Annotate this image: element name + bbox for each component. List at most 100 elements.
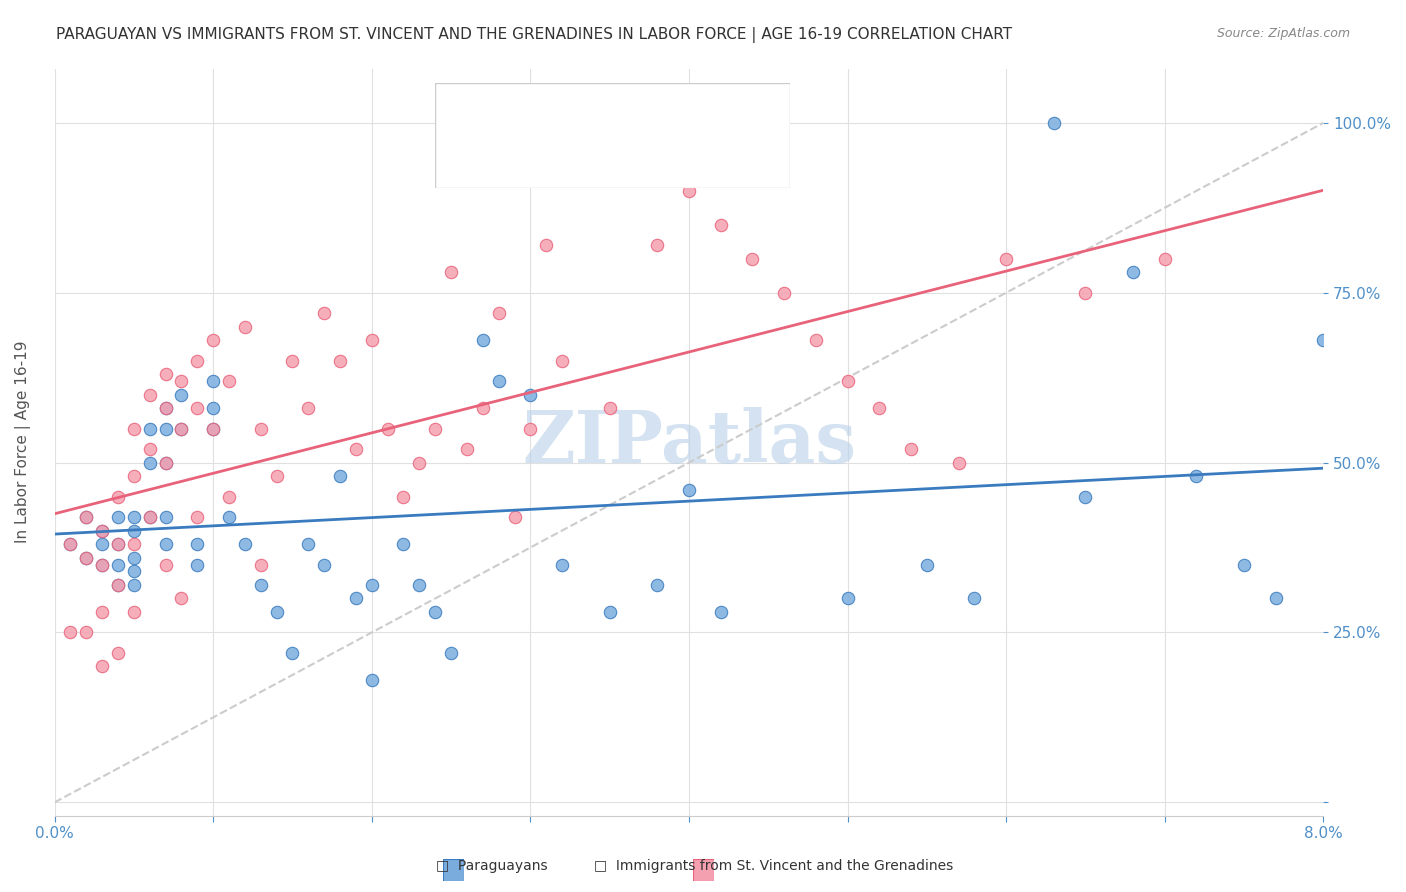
Point (1042, 116, 1064, 130)
Text: □  Paraguayans: □ Paraguayans (436, 859, 548, 872)
Point (122, 564, 145, 578)
Y-axis label: In Labor Force | Age 16-19: In Labor Force | Age 16-19 (15, 341, 31, 543)
Point (360, 673, 382, 687)
Point (710, 218, 733, 232)
Point (186, 510, 208, 524)
Point (1233, 558, 1256, 572)
Point (837, 591, 859, 606)
Point (155, 510, 177, 524)
Point (314, 306, 336, 320)
Point (1074, 285, 1097, 300)
Point (249, 578, 271, 592)
Point (122, 578, 145, 592)
Point (599, 401, 621, 416)
Point (122, 510, 145, 524)
Point (645, 238, 668, 252)
Point (139, 442, 162, 456)
Point (249, 558, 271, 572)
Point (1264, 591, 1286, 606)
Point (107, 578, 129, 592)
Point (233, 537, 256, 551)
Point (503, 510, 526, 524)
Point (170, 387, 193, 401)
Point (139, 387, 162, 401)
Point (91, 659, 114, 673)
Point (408, 456, 430, 470)
Point (218, 374, 240, 388)
Point (456, 442, 478, 456)
Point (360, 578, 382, 592)
Point (440, 646, 463, 660)
Point (868, 401, 890, 416)
Point (122, 469, 145, 483)
Point (107, 537, 129, 551)
Point (551, 353, 574, 368)
Point (534, 238, 557, 252)
Text: Source: ZipAtlas.com: Source: ZipAtlas.com (1216, 27, 1350, 40)
Point (218, 490, 240, 504)
Point (1122, 265, 1144, 279)
Point (170, 422, 193, 436)
Point (741, 252, 763, 266)
Point (155, 537, 177, 551)
Point (1312, 333, 1334, 347)
Point (170, 374, 193, 388)
Point (281, 646, 304, 660)
Point (122, 537, 145, 551)
Point (139, 510, 162, 524)
Point (599, 605, 621, 619)
Point (645, 578, 668, 592)
Point (139, 510, 162, 524)
Point (155, 456, 177, 470)
Point (155, 401, 177, 416)
Point (91, 558, 114, 572)
Point (75, 510, 97, 524)
Point (202, 401, 225, 416)
Point (155, 368, 177, 382)
Point (678, 483, 700, 497)
Point (551, 558, 574, 572)
Point (59, 537, 82, 551)
Point (377, 422, 399, 436)
Point (186, 558, 208, 572)
Point (344, 442, 367, 456)
Point (75, 550, 97, 565)
Point (107, 578, 129, 592)
Point (471, 401, 494, 416)
Point (488, 306, 510, 320)
Point (297, 401, 319, 416)
Point (107, 558, 129, 572)
Point (314, 558, 336, 572)
Point (139, 456, 162, 470)
Point (233, 319, 256, 334)
Point (155, 456, 177, 470)
Point (900, 442, 922, 456)
Point (107, 490, 129, 504)
Point (170, 422, 193, 436)
Point (266, 469, 288, 483)
Point (425, 605, 447, 619)
Point (155, 422, 177, 436)
Point (392, 537, 415, 551)
Point (122, 605, 145, 619)
Point (91, 537, 114, 551)
Text: ZIPatlas: ZIPatlas (522, 407, 856, 478)
Point (155, 558, 177, 572)
Point (329, 353, 352, 368)
Point (202, 374, 225, 388)
Point (488, 374, 510, 388)
Point (963, 591, 986, 606)
Point (91, 558, 114, 572)
Point (107, 646, 129, 660)
Point (519, 422, 541, 436)
Point (1074, 490, 1097, 504)
Point (186, 537, 208, 551)
Point (773, 285, 796, 300)
Point (678, 184, 700, 198)
Point (471, 333, 494, 347)
Point (408, 578, 430, 592)
Point (170, 591, 193, 606)
Point (266, 605, 288, 619)
Point (344, 591, 367, 606)
Point (59, 625, 82, 640)
